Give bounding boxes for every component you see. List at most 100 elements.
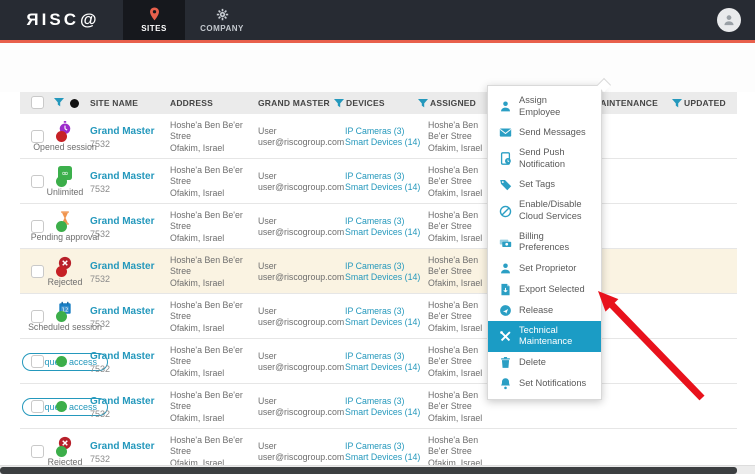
row-checkbox[interactable] — [31, 445, 44, 458]
ip-cameras-link[interactable]: IP Cameras (3) — [345, 216, 405, 226]
smart-devices-link[interactable]: Smart Devices (14) — [345, 407, 421, 418]
menu-item-billing-preferences[interactable]: Billing Preferences — [488, 227, 601, 258]
tab-company-label: COMPANY — [200, 23, 244, 33]
menu-item-export-selected[interactable]: Export Selected — [488, 279, 601, 300]
status-filter[interactable] — [54, 92, 79, 114]
tab-company[interactable]: COMPANY — [185, 0, 259, 40]
column-header-address[interactable]: ADDRESS — [170, 98, 213, 108]
smart-devices-link[interactable]: Smart Devices (14) — [345, 182, 421, 193]
grand-master-cell: User user@riscogroup.com — [258, 396, 345, 418]
column-header-grand-master[interactable]: GRAND MASTER — [258, 98, 330, 108]
row-checkbox[interactable] — [31, 130, 44, 143]
site-name-cell: Grand Master 7532 — [90, 305, 168, 331]
site-name-link[interactable]: Grand Master — [90, 171, 155, 182]
ip-cameras-link[interactable]: IP Cameras (3) — [345, 171, 405, 181]
devices-cell: IP Cameras (3) Smart Devices (14) — [345, 441, 427, 464]
menu-item-release[interactable]: Release — [488, 300, 601, 321]
select-all-checkbox[interactable] — [31, 96, 44, 109]
site-name-link[interactable]: Grand Master — [90, 306, 155, 317]
menu-item-label: Assign Employee — [519, 95, 561, 117]
top-navigation-bar: ЯISC @ SITES COMPANY — [0, 0, 755, 40]
address-cell: Hoshe'a Ben Be'er Stree Ofakim, Israel — [170, 165, 243, 198]
smart-devices-link[interactable]: Smart Devices (14) — [345, 452, 421, 463]
ip-cameras-link[interactable]: IP Cameras (3) — [345, 306, 405, 316]
site-name-cell: Grand Master 7532 — [90, 395, 168, 421]
table-row: Grand Master 7532 Hoshe'a Ben Be'er Stree… — [20, 114, 737, 187]
site-name-link[interactable]: Grand Master — [90, 261, 155, 272]
column-header-maintenance[interactable]: MAINTENANCE — [593, 98, 659, 108]
ip-cameras-link[interactable]: IP Cameras (3) — [345, 126, 405, 136]
address-cell: Hoshe'a Ben Be'er Stree Ofakim, Israel — [170, 345, 243, 378]
site-name-link[interactable]: Grand Master — [90, 441, 155, 452]
site-id: 7532 — [90, 184, 111, 194]
tools-icon — [500, 331, 511, 342]
menu-item-send-push-notification[interactable]: Send Push Notification — [488, 143, 601, 174]
bell-icon — [500, 378, 511, 390]
user-avatar[interactable] — [717, 8, 741, 32]
smart-devices-link[interactable]: Smart Devices (14) — [345, 317, 421, 328]
table-row: Grand Master 7532 Hoshe'a Ben Be'er Stree… — [20, 384, 737, 457]
ip-cameras-link[interactable]: IP Cameras (3) — [345, 396, 405, 406]
site-name-cell: Grand Master 7532 — [90, 350, 168, 376]
updated-filter-funnel-icon[interactable] — [672, 92, 682, 114]
grand-master-cell: User user@riscogroup.com — [258, 126, 345, 148]
smart-devices-link[interactable]: Smart Devices (14) — [345, 137, 421, 148]
row-checkbox[interactable] — [31, 220, 44, 233]
scrollbar-thumb[interactable] — [0, 467, 737, 474]
column-header-site-name[interactable]: SITE NAME — [90, 98, 139, 108]
site-name-link[interactable]: Grand Master — [90, 216, 155, 227]
menu-item-set-notifications[interactable]: Set Notifications — [488, 373, 601, 394]
person-icon — [724, 15, 734, 26]
table-body: Grand Master 7532 Hoshe'a Ben Be'er Stree… — [20, 114, 737, 474]
filter-funnel-icon[interactable] — [54, 97, 64, 109]
row-checkbox[interactable] — [31, 355, 44, 368]
row-checkbox[interactable] — [31, 400, 44, 413]
devices-cell: IP Cameras (3) Smart Devices (14) — [345, 171, 427, 194]
grand-master-cell: User user@riscogroup.com — [258, 171, 345, 193]
coral-divider — [0, 40, 755, 43]
assigned-cell: Hoshe'a Ben Be'er Stree Ofakim, Israel — [428, 120, 483, 153]
release-icon — [500, 305, 511, 316]
row-checkbox[interactable] — [31, 175, 44, 188]
row-checkbox[interactable] — [31, 265, 44, 278]
site-id: 7532 — [90, 319, 111, 329]
ip-cameras-link[interactable]: IP Cameras (3) — [345, 351, 405, 361]
row-checkbox[interactable] — [31, 310, 44, 323]
menu-item-label: Set Tags — [519, 179, 556, 190]
column-header-devices[interactable]: DEVICES — [346, 98, 385, 108]
status-filter-dot — [70, 98, 79, 108]
menu-item-enable-disable-cloud-services[interactable]: Enable/Disable Cloud Services — [488, 195, 601, 226]
menu-item-technical-maintenance[interactable]: Technical Maintenance — [488, 320, 601, 353]
address-cell: Hoshe'a Ben Be'er Stree Ofakim, Israel — [170, 120, 243, 153]
site-name-link[interactable]: Grand Master — [90, 396, 155, 407]
devices-filter-funnel-icon[interactable] — [334, 92, 344, 114]
menu-item-label: Send Push Notification — [519, 147, 565, 169]
menu-item-send-messages[interactable]: Send Messages — [488, 122, 601, 143]
menu-item-delete[interactable]: Delete — [488, 352, 601, 373]
trash-icon — [501, 357, 510, 368]
smart-devices-link[interactable]: Smart Devices (14) — [345, 227, 421, 238]
site-id: 7532 — [90, 364, 111, 374]
assigned-cell: Hoshe'a Ben Be'er Stree Ofakim, Israel — [428, 345, 483, 378]
logo-text: ЯISC — [26, 10, 79, 29]
menu-item-set-proprietor[interactable]: Set Proprietor — [488, 258, 601, 279]
assigned-cell: Hoshe'a Ben Be'er Stree Ofakim, Israel — [428, 435, 483, 468]
address-cell: Hoshe'a Ben Be'er Stree Ofakim, Israel — [170, 210, 243, 243]
column-header-updated[interactable]: UPDATED — [684, 98, 726, 108]
address-cell: Hoshe'a Ben Be'er Stree Ofakim, Israel — [170, 255, 243, 288]
column-header-assigned[interactable]: ASSIGNED — [430, 98, 476, 108]
assigned-filter-funnel-icon[interactable] — [418, 92, 428, 114]
ip-cameras-link[interactable]: IP Cameras (3) — [345, 261, 405, 271]
tab-sites[interactable]: SITES — [123, 0, 185, 40]
address-cell: Hoshe'a Ben Be'er Stree Ofakim, Israel — [170, 300, 243, 333]
smart-devices-link[interactable]: Smart Devices (14) — [345, 362, 421, 373]
menu-item-set-tags[interactable]: Set Tags — [488, 174, 601, 195]
site-name-link[interactable]: Grand Master — [90, 126, 155, 137]
ip-cameras-link[interactable]: IP Cameras (3) — [345, 441, 405, 451]
site-name-link[interactable]: Grand Master — [90, 351, 155, 362]
smart-devices-link[interactable]: Smart Devices (14) — [345, 272, 421, 283]
menu-item-label: Set Proprietor — [519, 262, 577, 273]
menu-item-assign-employee[interactable]: Assign Employee — [488, 91, 601, 122]
site-id: 7532 — [90, 409, 111, 419]
